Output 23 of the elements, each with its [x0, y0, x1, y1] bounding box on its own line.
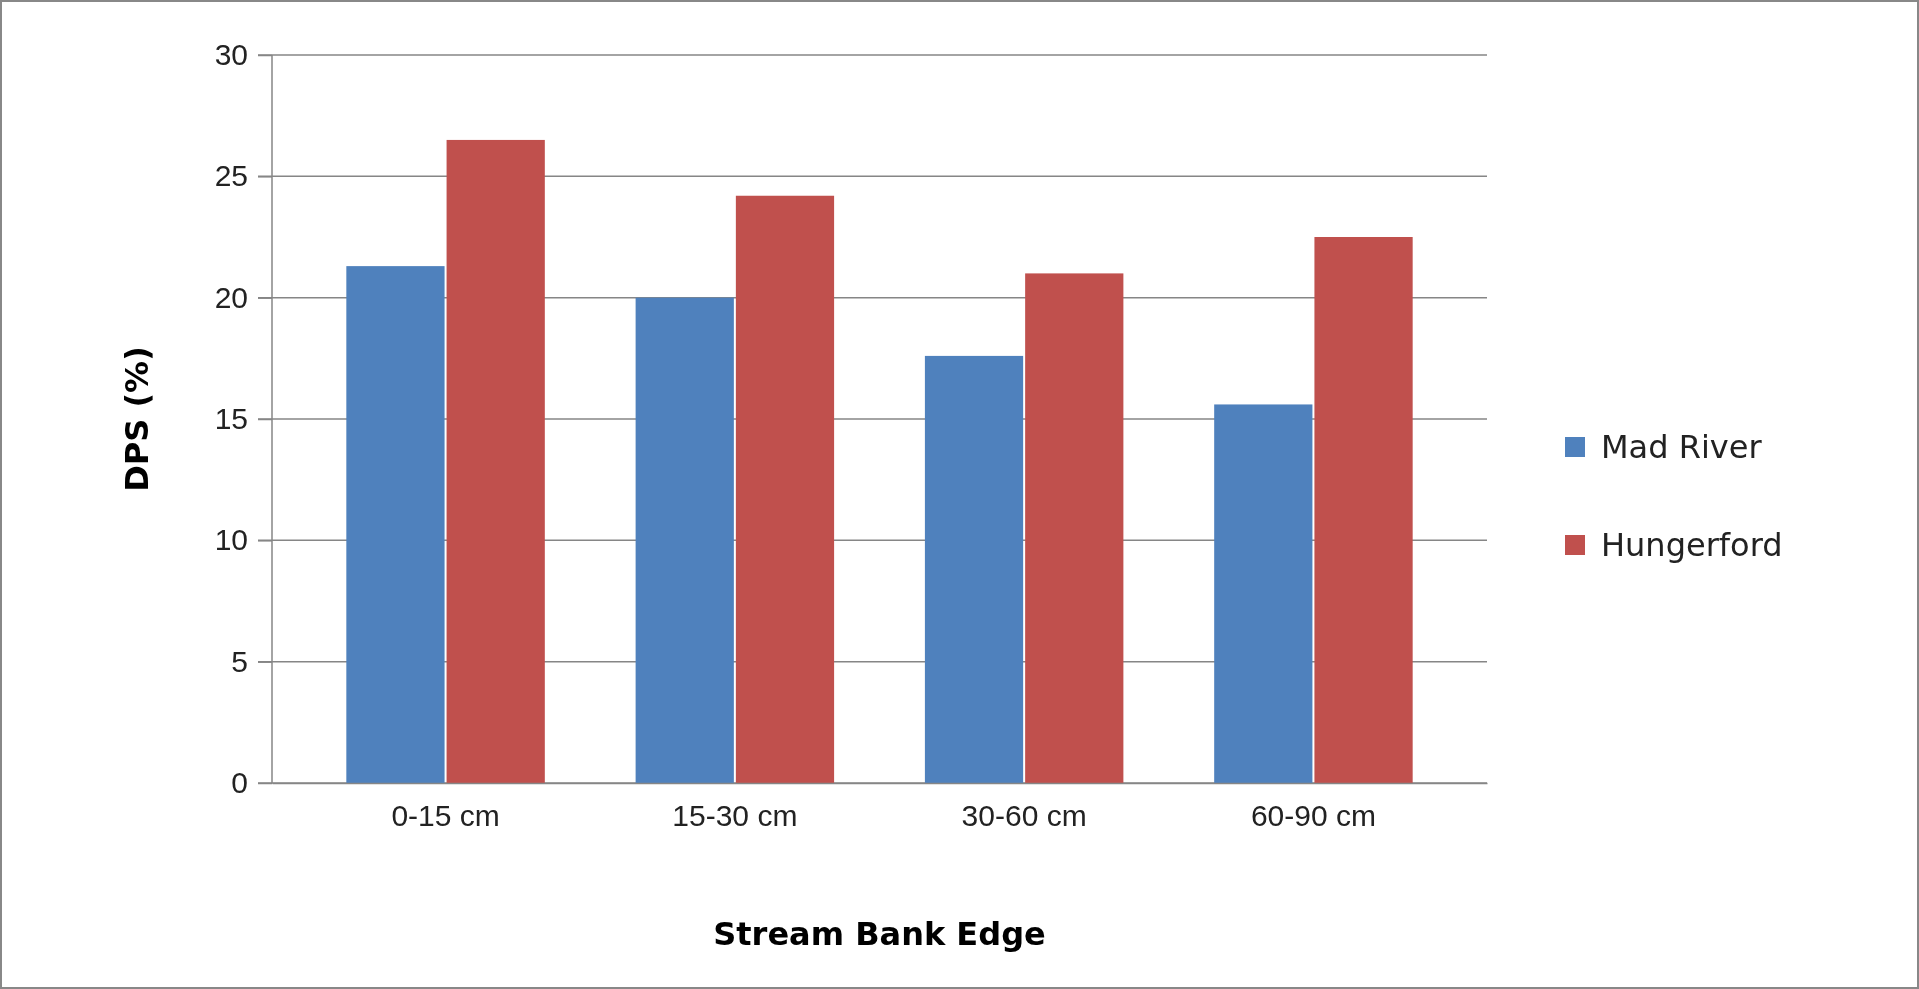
y-tick-label: 20: [214, 280, 248, 314]
bar: [735, 195, 835, 783]
y-tick-label: 30: [214, 38, 248, 72]
legend-label: Mad River: [1601, 428, 1763, 466]
x-tick-label: 30-60 cm: [961, 799, 1087, 833]
bar: [1314, 237, 1413, 783]
bar: [924, 355, 1024, 783]
legend-label: Hungerford: [1601, 526, 1783, 564]
x-axis-title: Stream Bank Edge: [713, 915, 1046, 953]
x-tick-label: 15-30 cm: [672, 799, 798, 833]
x-tick-label: 0-15 cm: [391, 799, 500, 833]
y-tick-label: 15: [214, 402, 248, 436]
y-tick-label: 10: [214, 523, 248, 557]
bar: [346, 266, 445, 783]
bar: [1214, 404, 1313, 783]
x-tick-label: 60-90 cm: [1250, 799, 1376, 833]
bar: [635, 297, 734, 783]
bar: [446, 139, 545, 783]
y-tick-label: 0: [231, 766, 248, 800]
bar: [1025, 273, 1124, 783]
y-axis-title: DPS (%): [118, 346, 156, 492]
y-tick-label: 5: [231, 644, 248, 678]
y-tick-label: 25: [214, 159, 248, 193]
